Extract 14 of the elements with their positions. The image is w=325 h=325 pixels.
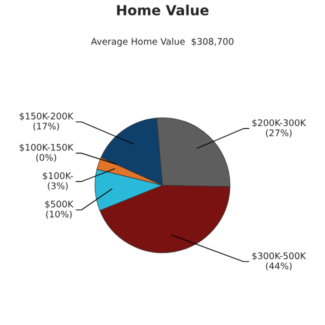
category-label: $100K-150K xyxy=(20,144,74,152)
data-label: (44%) xyxy=(266,262,292,270)
slice-label: $200K-300K xyxy=(252,119,306,128)
text: (0%) xyxy=(36,154,56,162)
data-label: (3%) xyxy=(48,182,68,190)
slice-label: $150K-200K xyxy=(20,112,74,121)
chart-subtitle: Average Home Value $308,700 xyxy=(91,38,234,47)
data-label: (27%) xyxy=(266,129,292,138)
data-label: (17%) xyxy=(33,122,59,131)
slice-label: $500K xyxy=(45,200,74,209)
data-label: (10%) xyxy=(46,210,72,219)
chart-title: Home Value xyxy=(117,4,208,16)
slice-label: $100K- xyxy=(42,172,73,180)
slice-label: $300K-500K xyxy=(252,252,306,260)
